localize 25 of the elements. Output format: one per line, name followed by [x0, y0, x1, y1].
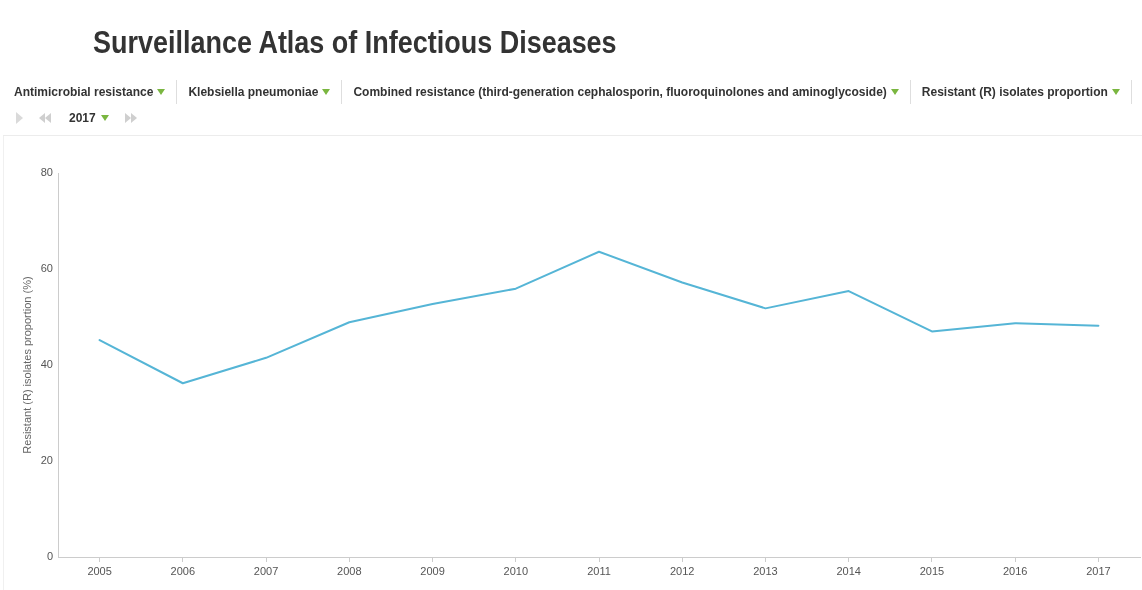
chart-title: Surveillance Atlas of Infectious Diseases	[93, 25, 617, 61]
x-tick-label: 2005	[87, 564, 112, 577]
x-tick-label: 2008	[337, 564, 362, 577]
y-tick-label: 40	[40, 358, 53, 371]
text: Antimicrobial resistance	[14, 85, 154, 99]
y-axis-title: Resistant (R) isolates proportion (%)	[20, 276, 33, 454]
y-tick-label: 80	[40, 166, 53, 179]
x-tick-label: 2007	[253, 564, 279, 577]
text: 2017	[69, 111, 96, 125]
x-tick-label: 2013	[753, 564, 778, 577]
x-tick-label: 2016	[1002, 564, 1028, 577]
x-tick-label: 2006	[170, 564, 196, 577]
x-tick-label: 2015	[919, 564, 945, 577]
x-tick-label: 2012	[669, 564, 695, 577]
x-tick-label: 2014	[836, 564, 861, 577]
y-tick-label: 0	[46, 550, 53, 563]
text: Klebsiella pneumoniae	[188, 85, 319, 99]
x-tick-label: 2010	[503, 564, 529, 577]
y-tick-label: 20	[40, 454, 53, 467]
text: Combined resistance (third-generation cephalosporin, fluoroquinolones and aminoglycoside)	[353, 85, 887, 99]
x-tick-label: 2017	[1086, 564, 1111, 577]
x-tick-label: 2011	[587, 564, 611, 577]
x-tick-label: 2009	[420, 564, 445, 577]
y-tick-label: 60	[40, 262, 53, 275]
text: Resistant (R) isolates proportion	[921, 85, 1108, 99]
